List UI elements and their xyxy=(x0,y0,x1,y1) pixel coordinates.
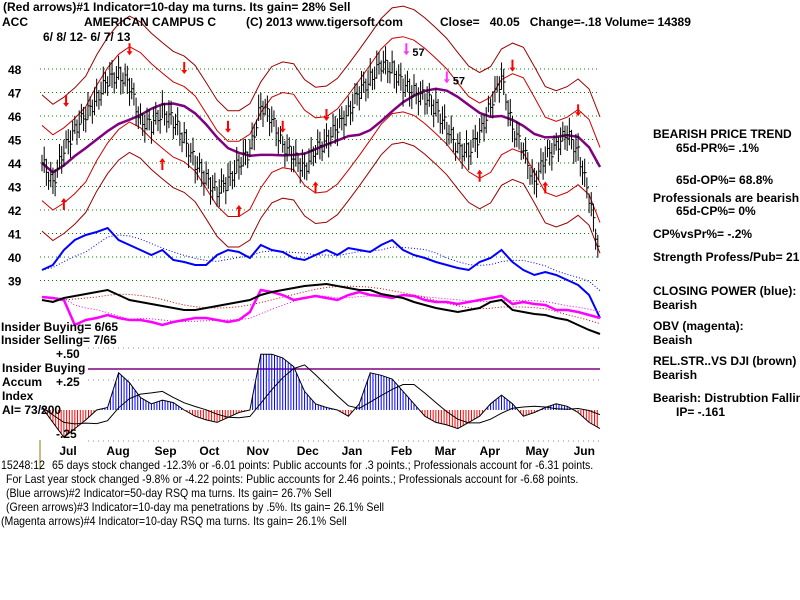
professionals-status: Professionals are bearish xyxy=(653,191,800,205)
price-tick-label: 45 xyxy=(8,134,22,148)
copyright: (C) 2013 www.tigersoft.com xyxy=(246,15,403,29)
upper-band-line xyxy=(41,36,601,148)
sell-arrowhead-icon xyxy=(225,128,231,133)
insider-selling-count: Insider Selling= 7/65 xyxy=(1,333,117,347)
price-tick-label: 43 xyxy=(8,181,22,195)
lower-band-line xyxy=(41,111,601,223)
sell-arrowhead-icon xyxy=(443,79,450,84)
obv-line xyxy=(41,288,601,327)
month-tick-label: Dec xyxy=(297,444,319,458)
month-tick-label: Oct xyxy=(199,444,219,458)
outer-lower-band-line xyxy=(41,141,601,254)
price-tick-label: 41 xyxy=(8,228,22,242)
month-tick-label: Sep xyxy=(155,444,177,458)
closing-power-label: CLOSING POWER (blue): xyxy=(653,284,797,298)
relstr-status: Bearish xyxy=(653,368,698,382)
outer-upper-band-line xyxy=(41,5,601,118)
accum-index-ma-line xyxy=(41,364,601,425)
sell-arrowhead-icon xyxy=(403,51,410,56)
sell-arrowhead-icon xyxy=(279,128,286,133)
date-range: 6/ 8/ 12- 6/ 7/ 13 xyxy=(43,30,131,44)
month-tick-label: Jan xyxy=(342,444,363,458)
buy-arrowhead-icon xyxy=(159,158,166,162)
sell-arrowhead-icon xyxy=(63,102,70,107)
indicator-1-title: (Red arrows)#1 Indicator=10-day ma turns… xyxy=(3,0,351,14)
buy-arrowhead-icon xyxy=(476,169,483,174)
strength-ratio: Strength Profess/Pub= 21 xyxy=(653,250,800,264)
footer-year-summary: For Last year stock changed -9.8% or -4.… xyxy=(6,472,579,486)
price-tick-label: 39 xyxy=(8,275,22,289)
ai-value: AI= 73/200 xyxy=(2,403,62,417)
buy-arrowhead-icon xyxy=(60,197,67,202)
sell-arrowhead-icon xyxy=(181,70,188,74)
closing-power-ma-line xyxy=(41,234,601,291)
relative-strength-line xyxy=(41,282,601,335)
accum-index-line xyxy=(41,353,601,439)
price-tick-label: 46 xyxy=(8,110,22,124)
ticker: ACC xyxy=(2,15,28,29)
indicator-2-title: (Blue arrows)#2 Indicator=50-day RSQ ma … xyxy=(6,486,332,500)
arrow-label: 57 xyxy=(453,75,465,87)
month-tick-label: May xyxy=(525,444,549,458)
month-tick-label: Nov xyxy=(246,444,269,458)
sell-arrowhead-icon xyxy=(575,112,582,117)
moving-average-line xyxy=(41,87,602,174)
closing-power-status: Bearish xyxy=(653,298,698,312)
price-trend: BEARISH PRICE TREND xyxy=(653,127,792,141)
insider-buying-label: Insider Buying xyxy=(2,361,86,375)
axis-label-plus50: +.50 xyxy=(56,347,80,361)
buy-arrowhead-icon xyxy=(312,181,319,186)
relstr-label: REL.STR..VS DJI (brown) xyxy=(653,354,797,368)
op-value: 65d-OP%= 68.8% xyxy=(676,173,774,187)
accum-label: Accum xyxy=(2,375,43,389)
axis-label-minus25: -.25 xyxy=(56,427,77,441)
index-label: Index xyxy=(2,389,34,403)
month-tick-label: Aug xyxy=(106,444,129,458)
footer-65day-summary: 65 days stock changed -12.3% or -6.01 po… xyxy=(52,458,594,472)
price-tick-label: 47 xyxy=(8,87,22,101)
price-tick-label: 42 xyxy=(8,204,22,218)
month-tick-label: Mar xyxy=(435,444,457,458)
relstr-ma-line xyxy=(41,285,601,325)
sell-arrowhead-icon xyxy=(509,67,516,72)
month-tick-label: Feb xyxy=(391,444,412,458)
arrow-label: 57 xyxy=(412,47,424,59)
price-tick-label: 48 xyxy=(8,63,22,77)
buy-arrowhead-icon xyxy=(235,205,242,209)
buy-arrowhead-icon xyxy=(542,181,549,186)
month-tick-label: Jul xyxy=(59,444,76,458)
company-name: AMERICAN CAMPUS C xyxy=(84,15,216,29)
ip-value: IP= -.161 xyxy=(676,405,726,419)
cp-vs-pr: CP%vsPr%= -.2% xyxy=(653,227,753,241)
obv-label: OBV (magenta): xyxy=(653,319,744,333)
indicator-4-title: (Magenta arrows)#4 Indicator=10-day RSQ … xyxy=(1,514,347,528)
axis-label-plus25: +.25 xyxy=(56,375,80,389)
price-tick-label: 40 xyxy=(8,251,22,265)
quote-summary: Close= 40.05 Change=-.18 Volume= 14389 xyxy=(440,15,691,29)
sell-arrowhead-icon xyxy=(126,51,133,56)
price-tick-label: 44 xyxy=(8,157,22,171)
closing-power-line xyxy=(41,226,601,319)
distribution-status: Bearish: Distrubtion Falling xyxy=(653,391,800,405)
cp-value: 65d-CP%= 0% xyxy=(676,204,756,218)
month-tick-label: Apr xyxy=(479,444,500,458)
indicator-3-title: (Green arrows)#3 Indicator=10-day ma pen… xyxy=(6,500,385,514)
obv-status: Beaish xyxy=(653,333,693,347)
footer-overlap-text: 15248:12 xyxy=(1,458,46,472)
sell-arrowhead-icon xyxy=(323,117,330,121)
month-tick-label: Jun xyxy=(574,444,595,458)
pr-value: 65d-PR%= .1% xyxy=(676,141,760,155)
insider-buying-count: Insider Buying= 6/65 xyxy=(1,320,119,334)
